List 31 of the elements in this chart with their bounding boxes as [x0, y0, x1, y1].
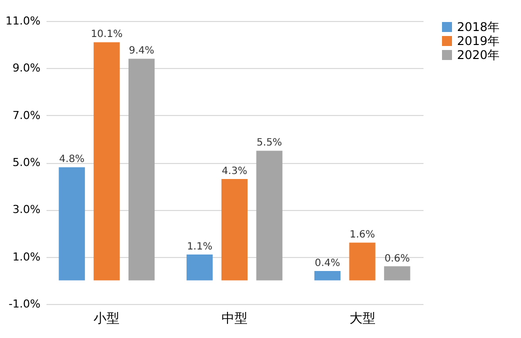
data-label: 1.6% [350, 230, 375, 241]
data-label: 5.5% [256, 138, 282, 149]
x-tick-label: 小型 [94, 312, 120, 326]
data-label: 1.1% [186, 241, 212, 252]
legend-label: 2020年 [457, 48, 500, 62]
data-label: 0.4% [314, 258, 340, 269]
bar [384, 266, 410, 280]
data-label: 4.8% [59, 154, 85, 166]
bar [256, 150, 282, 280]
x-tick-label: 大型 [349, 312, 376, 326]
legend-label: 2018年 [457, 20, 500, 34]
y-tick-label: 7.0% [12, 108, 40, 122]
bar [186, 254, 213, 280]
y-tick-label: 11.0% [6, 14, 40, 28]
bar [221, 179, 248, 280]
y-tick-label: 9.0% [12, 62, 40, 75]
legend-label: 2019年 [457, 34, 500, 48]
x-tick-label: 中型 [222, 312, 248, 326]
data-label: 10.1% [90, 29, 123, 40]
y-tick-label: 1.0% [12, 250, 40, 264]
bar [314, 270, 341, 280]
bar [58, 167, 85, 280]
data-label: 4.3% [222, 166, 248, 178]
data-label: 9.4% [128, 46, 154, 57]
y-tick-label: -1.0% [8, 298, 40, 310]
bar [349, 242, 376, 280]
bar [94, 42, 120, 280]
bar [128, 58, 155, 280]
y-tick-label: 5.0% [12, 156, 40, 169]
y-tick-label: 3.0% [12, 203, 40, 216]
data-label: 0.6% [384, 253, 410, 264]
